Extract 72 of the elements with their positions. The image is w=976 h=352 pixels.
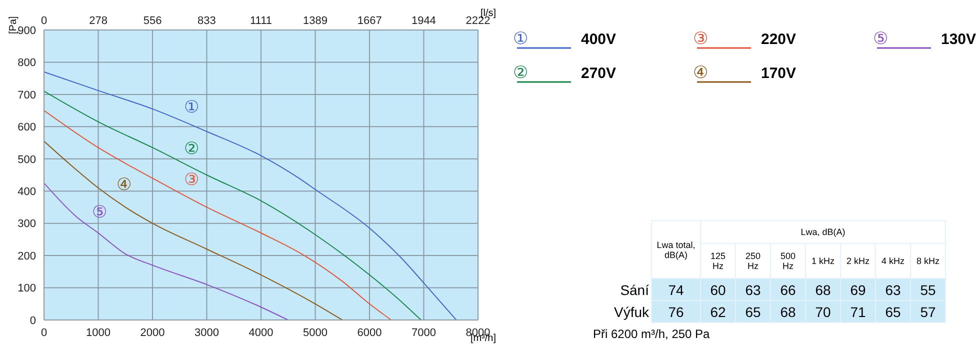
text: ② — [513, 63, 528, 82]
y-tick-label: 500 — [18, 154, 36, 166]
text: ⑤ — [873, 29, 888, 48]
annotation: ④ — [116, 175, 132, 194]
category-label: 125 Hz — [700, 244, 736, 278]
x-tick-label: 6000 — [357, 326, 382, 339]
x-tick-label: 3000 — [194, 326, 219, 339]
data-label: 68 — [770, 300, 806, 322]
series-label: Sání — [619, 280, 650, 300]
category-label: 1 kHz — [806, 244, 840, 278]
data-label: 63 — [736, 278, 770, 300]
line-series — [44, 71, 457, 320]
data-label: 57 — [910, 300, 946, 322]
y-tick-label: 700 — [18, 89, 36, 102]
y-tick-label: 0 — [30, 314, 36, 327]
line-series — [44, 90, 422, 320]
x-tick-label: 1000 — [86, 326, 110, 339]
data-label: 55 — [910, 278, 946, 300]
x2-tick-label: 1944 — [411, 15, 436, 27]
x-tick-label: 5000 — [303, 326, 328, 339]
data-label: 63 — [876, 278, 910, 300]
y-axis-title: [Pa] — [8, 16, 19, 34]
data-label: 65 — [736, 300, 770, 322]
text: ④ — [693, 63, 708, 82]
legend-label: 170V — [761, 64, 796, 82]
legend-label: 400V — [581, 30, 616, 48]
data-label: 69 — [840, 278, 876, 300]
category-label: 250 Hz — [736, 244, 770, 278]
y-tick-label: 400 — [18, 186, 36, 198]
data-label: 65 — [876, 300, 910, 322]
text: Při 6200 m³/h, 250 Pa — [593, 327, 710, 341]
x2-tick-label: 833 — [198, 15, 216, 27]
legend-label: 270V — [581, 64, 616, 82]
y-tick-label: 800 — [18, 57, 36, 70]
text: Lwa, dB(A) — [700, 220, 946, 244]
y-tick-label: 600 — [18, 122, 36, 134]
data-label: 70 — [806, 300, 840, 322]
annotation: ③ — [184, 170, 200, 190]
x2-tick-label: 1111 — [250, 15, 272, 27]
data-label: 60 — [700, 278, 736, 300]
text: ③ — [693, 29, 708, 48]
x-tick-label: 4000 — [248, 326, 274, 339]
category-label: 2 kHz — [840, 244, 876, 278]
legend-label: 130V — [941, 30, 976, 48]
category-label: 500 Hz — [770, 244, 806, 278]
y-tick-label: 900 — [18, 24, 36, 37]
annotation: ① — [184, 98, 200, 117]
line-series — [44, 140, 343, 320]
category-label: 8 kHz — [910, 244, 946, 278]
legend-label: 220V — [761, 30, 796, 48]
x2-tick-label: 1389 — [303, 15, 328, 27]
data-label: 71 — [840, 300, 876, 322]
x2-tick-label: 556 — [143, 15, 162, 27]
data-label: 74 — [652, 278, 700, 300]
x-tick-label: 7000 — [412, 326, 436, 339]
category-label: Lwa total, dB(A) — [652, 220, 700, 278]
data-label: 66 — [770, 278, 806, 300]
y-tick-label: 100 — [18, 282, 36, 295]
y-tick-label: 300 — [18, 218, 36, 230]
category-label: 4 kHz — [876, 244, 910, 278]
data-label: 68 — [806, 278, 840, 300]
x2-tick-label: 1667 — [357, 15, 382, 27]
x2-tick-label: 278 — [89, 15, 108, 27]
annotation: ② — [184, 138, 200, 158]
text: ① — [513, 29, 528, 48]
series-label: Výfuk — [612, 302, 650, 322]
x2-tick-label: 0 — [40, 15, 48, 27]
data-label: 62 — [700, 300, 736, 322]
x-tick-label: 0 — [40, 326, 48, 339]
x-tick-label: 2000 — [140, 326, 165, 339]
data-label: 76 — [652, 300, 700, 322]
y-tick-label: 200 — [18, 250, 36, 262]
